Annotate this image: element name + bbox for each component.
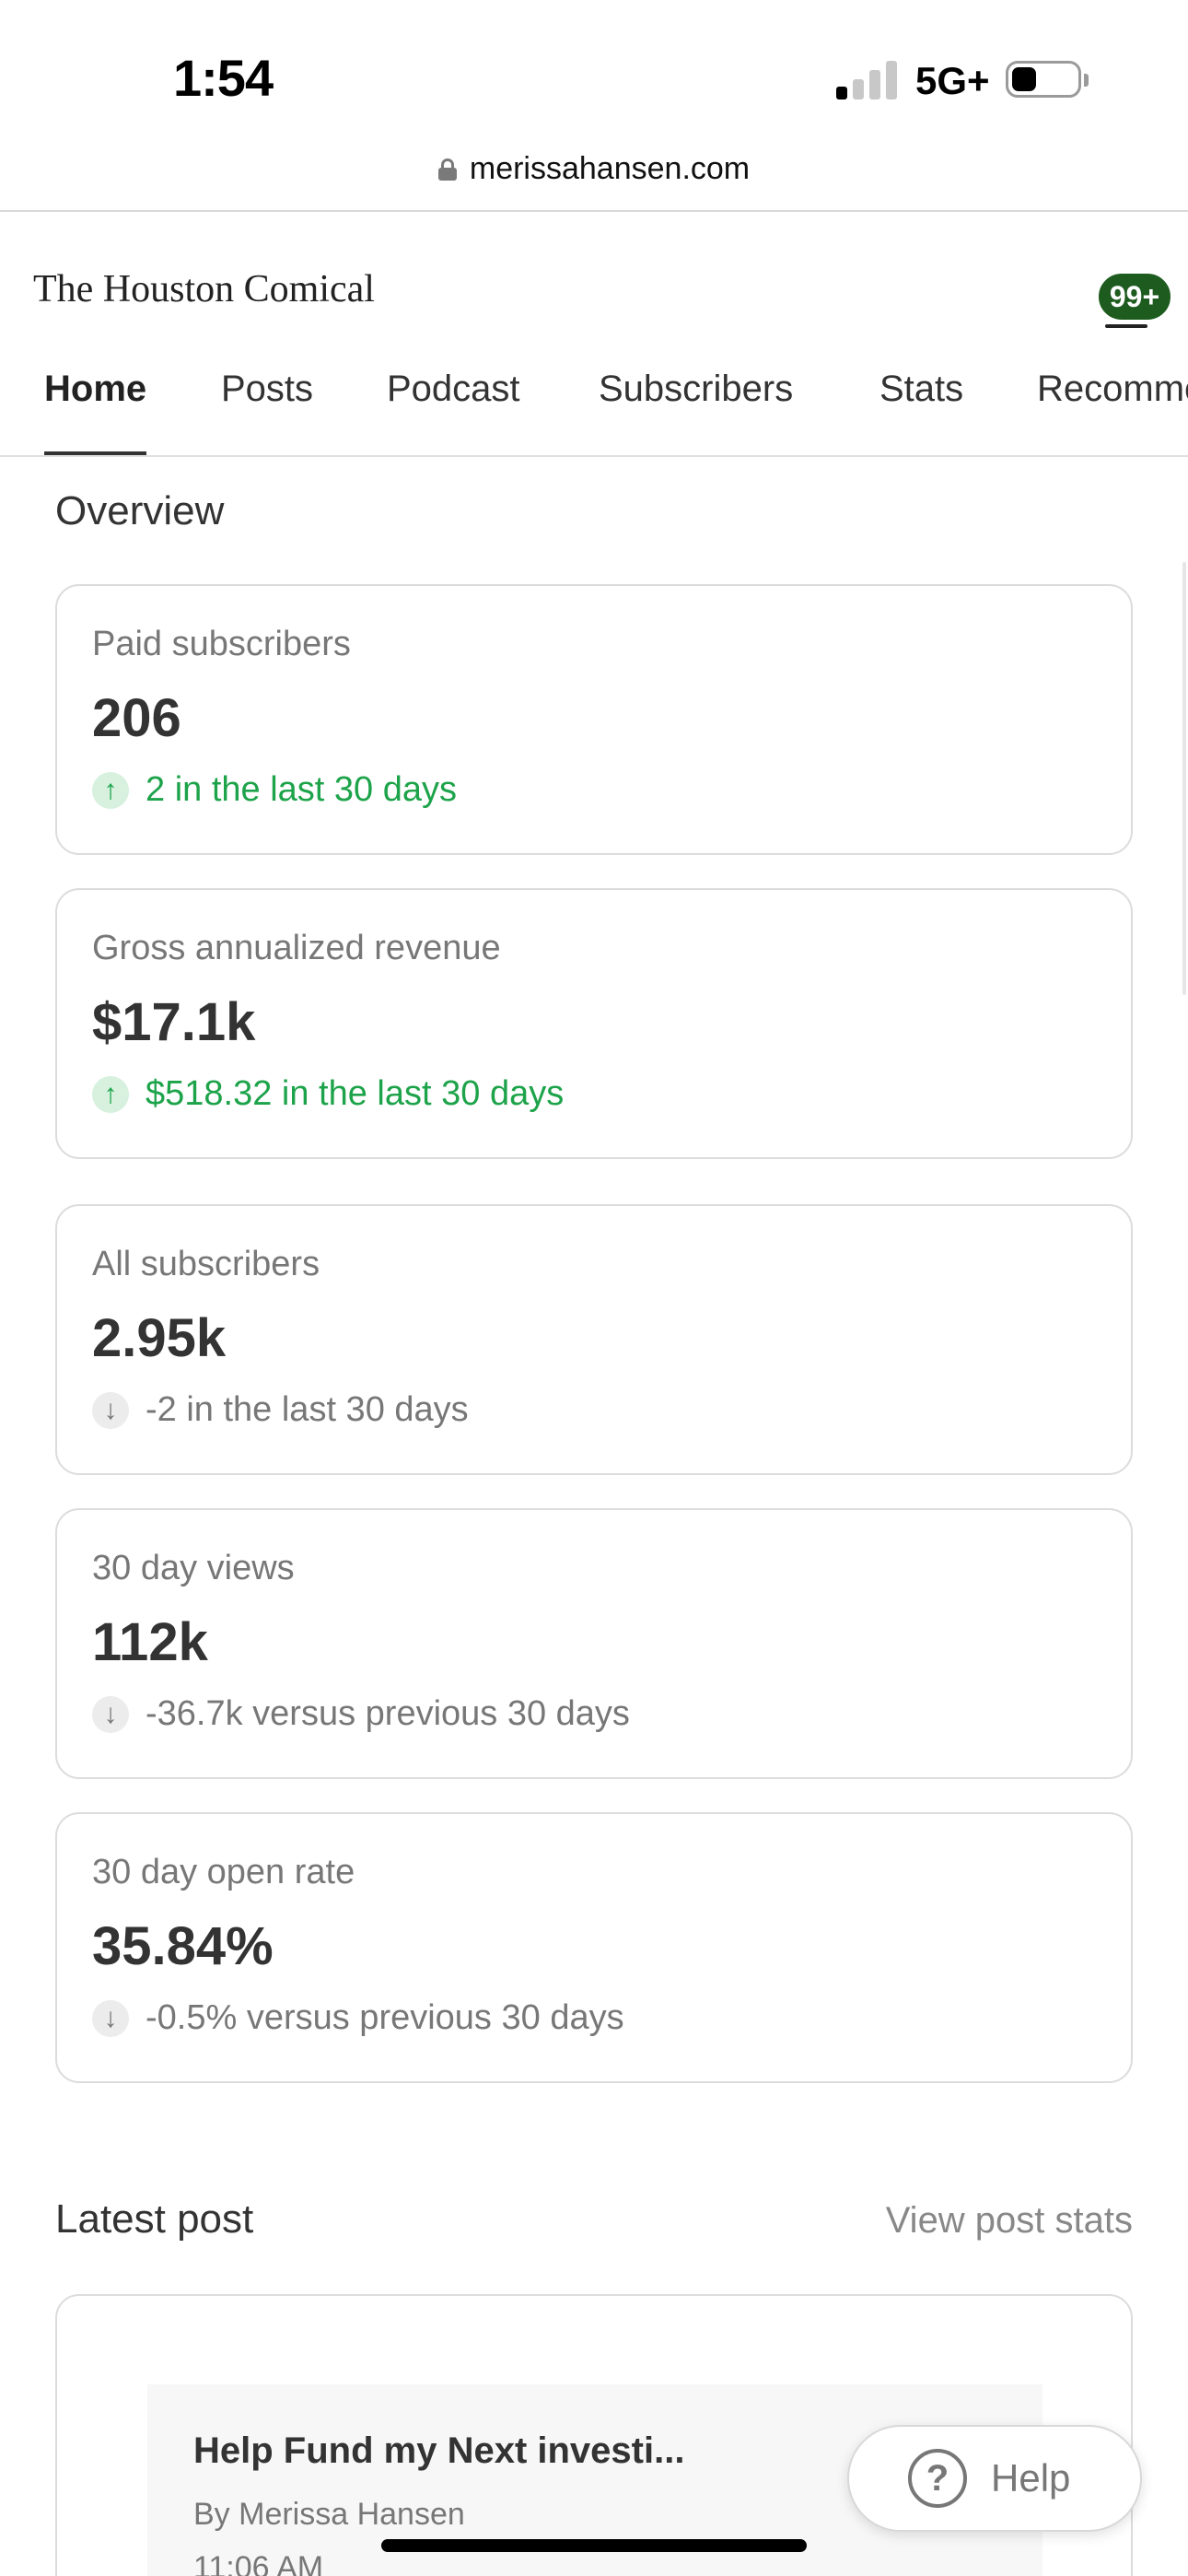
stat-change: ↓ -2 in the last 30 days	[92, 1390, 469, 1430]
stat-label: Paid subscribers	[92, 625, 351, 663]
help-button[interactable]: ? Help	[847, 2425, 1142, 2532]
stat-card-30-day-views[interactable]: 30 day views 112k ↓ -36.7k versus previo…	[55, 1508, 1133, 1779]
stat-change: ↓ -36.7k versus previous 30 days	[92, 1694, 630, 1734]
cellular-signal-icon	[836, 59, 901, 100]
stat-change-text: 2 in the last 30 days	[146, 770, 457, 809]
stat-card-paid-subscribers[interactable]: Paid subscribers 206 ↑ 2 in the last 30 …	[55, 584, 1133, 855]
stat-value: 206	[92, 688, 181, 748]
stat-value: 35.84%	[92, 1916, 274, 1976]
publication-header: The Houston Comical 99+	[0, 214, 1188, 334]
notification-badge: 99+	[1096, 271, 1173, 322]
menu-button[interactable]: 99+	[1096, 251, 1179, 343]
post-title[interactable]: Help Fund my Next investi...	[193, 2430, 685, 2471]
latest-post-title: Latest post	[55, 2196, 254, 2242]
stat-card-open-rate[interactable]: 30 day open rate 35.84% ↓ -0.5% versus p…	[55, 1812, 1133, 2083]
overview-title: Overview	[55, 488, 225, 533]
url-text: merissahansen.com	[469, 151, 751, 186]
help-label: Help	[991, 2456, 1071, 2500]
stat-change-text: $518.32 in the last 30 days	[146, 1074, 565, 1113]
tab-subscribers[interactable]: Subscribers	[599, 369, 794, 409]
stat-change-text: -2 in the last 30 days	[146, 1390, 469, 1429]
question-circle-icon: ?	[908, 2449, 967, 2508]
home-indicator[interactable]	[381, 2539, 807, 2552]
stat-label: All subscribers	[92, 1245, 320, 1283]
post-time: 11:06 AM	[193, 2550, 324, 2576]
arrow-down-icon: ↓	[92, 1999, 129, 2037]
stat-change: ↓ -0.5% versus previous 30 days	[92, 1998, 624, 2038]
dashboard-tabs: Home Posts Podcast Subscribers Stats Rec…	[0, 334, 1188, 457]
tab-recommendations[interactable]: Recommendations	[1037, 369, 1188, 409]
publication-title[interactable]: The Houston Comical	[33, 268, 375, 310]
browser-url-bar[interactable]: merissahansen.com	[0, 147, 1188, 212]
stat-change: ↑ 2 in the last 30 days	[92, 770, 457, 810]
stat-change: ↑ $518.32 in the last 30 days	[92, 1074, 564, 1114]
battery-icon	[1006, 61, 1089, 98]
arrow-down-icon: ↓	[92, 1391, 129, 1429]
status-time: 1:54	[173, 49, 274, 107]
arrow-up-icon: ↑	[92, 1075, 129, 1113]
stat-value: 112k	[92, 1612, 208, 1672]
status-bar: 1:54 5G+	[0, 0, 1188, 147]
post-author: By Merissa Hansen	[193, 2497, 465, 2532]
stat-label: Gross annualized revenue	[92, 929, 501, 967]
tab-podcast[interactable]: Podcast	[387, 369, 520, 409]
tab-posts[interactable]: Posts	[221, 369, 314, 409]
stat-card-all-subscribers[interactable]: All subscribers 2.95k ↓ -2 in the last 3…	[55, 1204, 1133, 1475]
stat-card-gross-revenue[interactable]: Gross annualized revenue $17.1k ↑ $518.3…	[55, 888, 1133, 1159]
stat-value: $17.1k	[92, 992, 256, 1052]
stat-label: 30 day open rate	[92, 1853, 355, 1891]
stat-change-text: -0.5% versus previous 30 days	[146, 1998, 624, 2037]
network-type: 5G+	[915, 59, 990, 102]
stat-change-text: -36.7k versus previous 30 days	[146, 1694, 630, 1733]
tab-stats[interactable]: Stats	[879, 369, 964, 409]
arrow-up-icon: ↑	[92, 771, 129, 809]
lock-icon	[437, 158, 457, 181]
tab-home[interactable]: Home	[44, 369, 147, 455]
view-post-stats-link[interactable]: View post stats	[885, 2200, 1133, 2241]
stat-label: 30 day views	[92, 1549, 295, 1587]
arrow-down-icon: ↓	[92, 1695, 129, 1733]
stat-value: 2.95k	[92, 1308, 227, 1368]
scrollbar[interactable]	[1182, 562, 1186, 995]
